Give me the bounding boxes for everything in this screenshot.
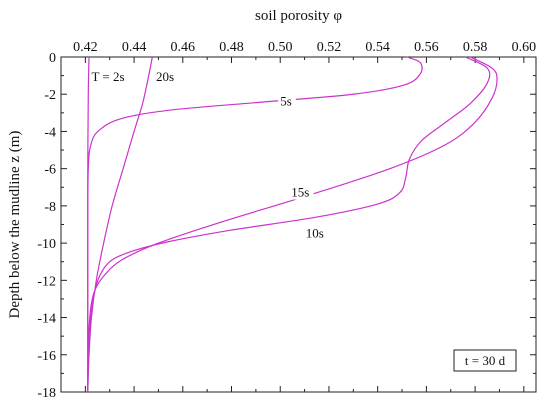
- plot-frame: [60, 56, 537, 393]
- curve-label: T = 2s: [91, 69, 124, 84]
- curve-label-bg: [303, 226, 329, 241]
- curve-label-bg: [89, 70, 135, 85]
- curve-15s: [87, 56, 498, 393]
- x-tick-label: 0.52: [317, 40, 342, 55]
- annotation-box: t = 30 d: [453, 349, 517, 372]
- y-tick-label: -12: [37, 274, 56, 289]
- y-tick-label: 0: [49, 51, 56, 66]
- curve-label-bg: [278, 94, 296, 109]
- curve-20s: [87, 56, 153, 393]
- curve-label: 10s: [306, 226, 324, 241]
- x-tick-label: 0.54: [365, 40, 390, 55]
- axes: 0.42 0.44 0.46 0.48 0.50 0.52 0.54 0.56 0.58 0.60…: [37, 40, 537, 401]
- annotation-frame: [453, 349, 517, 372]
- x-tick-label: 0.56: [414, 40, 439, 55]
- curve-5s: [87, 56, 423, 393]
- y-tick-label: -6: [44, 163, 56, 178]
- curve-label: 5s: [280, 93, 292, 108]
- curve-label: 15s: [291, 185, 309, 200]
- y-tick-label: -2: [44, 88, 56, 103]
- y-tick-label: -4: [44, 125, 56, 140]
- y-tick-label: -16: [37, 349, 56, 364]
- x-tick-label: 0.50: [268, 40, 293, 55]
- x-tick-label: 0.44: [122, 40, 147, 55]
- x-tick-label: 0.60: [512, 40, 537, 55]
- curves: [87, 56, 498, 393]
- curve-labels: T = 2s 20s 5s 15s 10s: [89, 69, 329, 241]
- x-tick-label: 0.46: [171, 40, 196, 55]
- y-axis-title: Depth below the mudline z (m): [7, 131, 23, 319]
- x-tick-label: 0.42: [73, 40, 98, 55]
- curve-label: 20s: [156, 69, 174, 84]
- annotation-text: t = 30 d: [465, 353, 506, 368]
- x-axis-title: soil porosity φ: [255, 8, 342, 24]
- y-tick-label: -10: [37, 237, 56, 252]
- curve-label-bg: [289, 185, 314, 200]
- y-tick-label: -14: [37, 312, 56, 327]
- curve-label-bg: [154, 70, 179, 85]
- curve-10s: [87, 56, 491, 393]
- x-tick-label: 0.58: [463, 40, 488, 55]
- y-tick-label: -8: [44, 200, 56, 215]
- x-tick-label: 0.48: [219, 40, 244, 55]
- y-tick-label: -18: [37, 386, 56, 401]
